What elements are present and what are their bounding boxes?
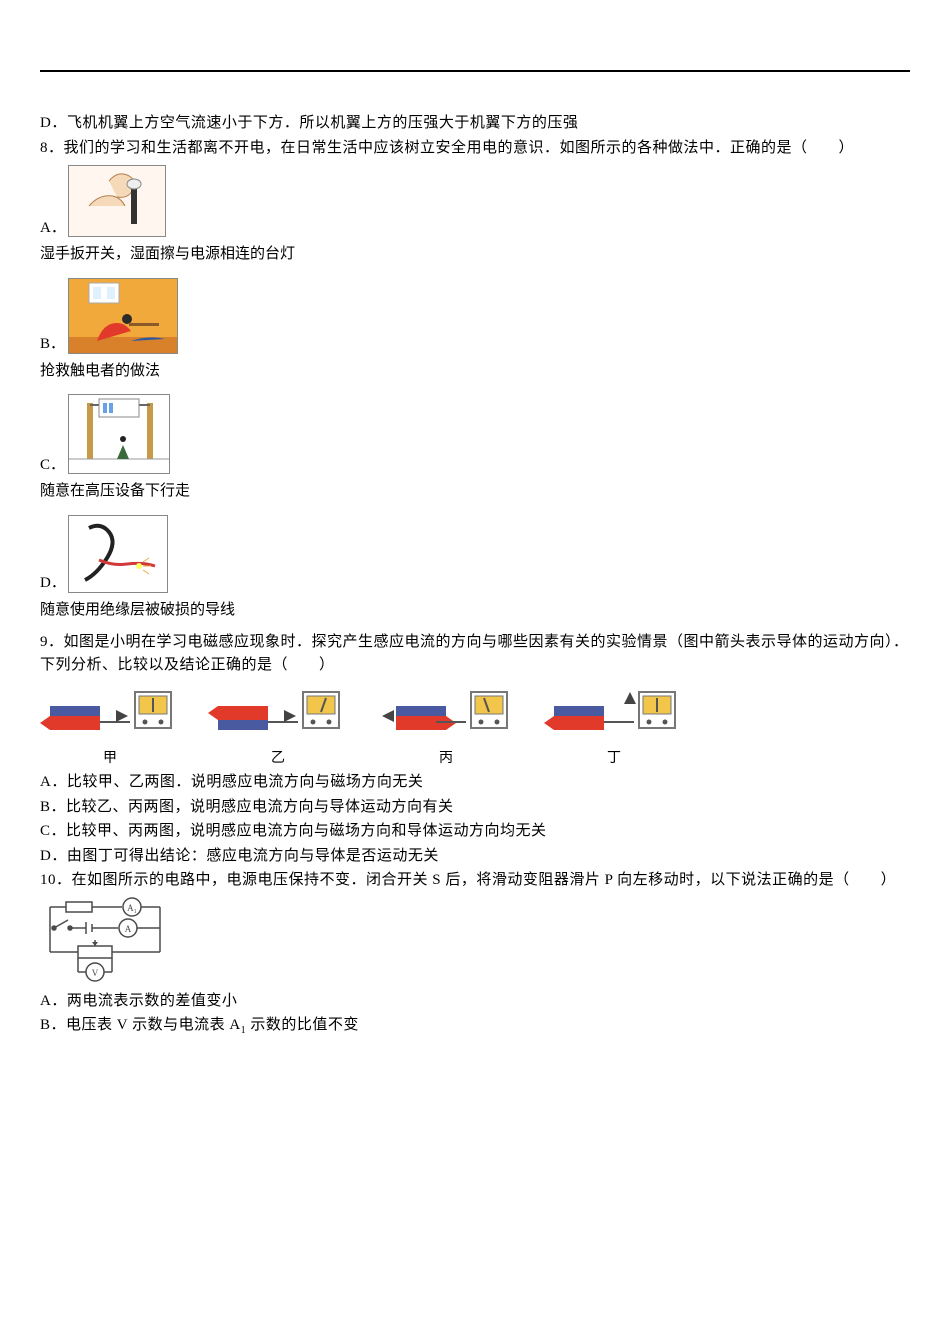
q8-option-c-row: C． (40, 392, 910, 476)
q8-option-b-caption: 抢救触电者的做法 (40, 360, 910, 383)
q8-option-d-caption: 随意使用绝缘层被破损的导线 (40, 599, 910, 622)
q8-option-a-label: A． (40, 217, 64, 240)
q9-fig-c: 丙 (376, 682, 516, 769)
q9-figure-row: 甲 乙 (40, 682, 910, 769)
q9-fig-c-caption: 丙 (376, 748, 516, 769)
q8-option-d-row: D． (40, 513, 910, 595)
q10-option-a: A．两电流表示数的差值变小 (40, 990, 910, 1013)
q10-option-b-pre: B．电压表 V 示数与电流表 A (40, 1017, 241, 1033)
q10-stem: 10．在如图所示的电路中，电源电压保持不变．闭合开关 S 后，将滑动变阻器滑片 … (40, 869, 910, 892)
q8-option-c-image (68, 394, 170, 474)
q8-option-c-caption: 随意在高压设备下行走 (40, 480, 910, 503)
page-container: D．飞机机翼上方空气流速小于下方．所以机翼上方的压强大于机翼下方的压强 8．我们… (0, 0, 950, 1080)
q10-option-b-post: 示数的比值不变 (246, 1017, 359, 1033)
q9-option-a: A．比较甲、乙两图．说明感应电流方向与磁场方向无关 (40, 771, 910, 794)
q8-option-d-image (68, 515, 168, 593)
q8-stem: 8．我们的学习和生活都离不开电，在日常生活中应该树立安全用电的意识．如图所示的各… (40, 137, 910, 160)
q8-option-a-row: A． (40, 163, 910, 239)
q8-option-d-label: D． (40, 572, 64, 595)
q10-option-b: B．电压表 V 示数与电流表 A1 示数的比值不变 (40, 1014, 910, 1038)
q9-option-b: B．比较乙、丙两图，说明感应电流方向与导体运动方向有关 (40, 796, 910, 819)
q9-option-c: C．比较甲、丙两图，说明感应电流方向与磁场方向和导体运动方向均无关 (40, 820, 910, 843)
q8-option-a-image (68, 165, 166, 237)
q10-circuit-diagram: A₁ A (40, 896, 170, 986)
q9-fig-d-caption: 丁 (544, 748, 684, 769)
svg-text:A: A (125, 924, 132, 934)
q9-fig-a: 甲 (40, 682, 180, 769)
q9-option-d: D．由图丁可得出结论：感应电流方向与导体是否运动无关 (40, 845, 910, 868)
header-rule (40, 70, 910, 72)
q8-option-b-row: B． (40, 276, 910, 356)
q8-option-c-label: C． (40, 454, 64, 477)
q9-fig-b: 乙 (208, 682, 348, 769)
svg-text:V: V (92, 968, 99, 978)
q8-option-a-caption: 湿手扳开关，湿面擦与电源相连的台灯 (40, 243, 910, 266)
q9-stem: 9．如图是小明在学习电磁感应现象时．探究产生感应电流的方向与哪些因素有关的实验情… (40, 631, 910, 676)
q7-option-d: D．飞机机翼上方空气流速小于下方．所以机翼上方的压强大于机翼下方的压强 (40, 112, 910, 135)
q9-fig-a-caption: 甲 (40, 748, 180, 769)
q9-fig-d: 丁 (544, 682, 684, 769)
svg-text:A₁: A₁ (127, 903, 137, 913)
q8-option-b-label: B． (40, 333, 64, 356)
q8-option-b-image (68, 278, 178, 354)
q9-fig-b-caption: 乙 (208, 748, 348, 769)
